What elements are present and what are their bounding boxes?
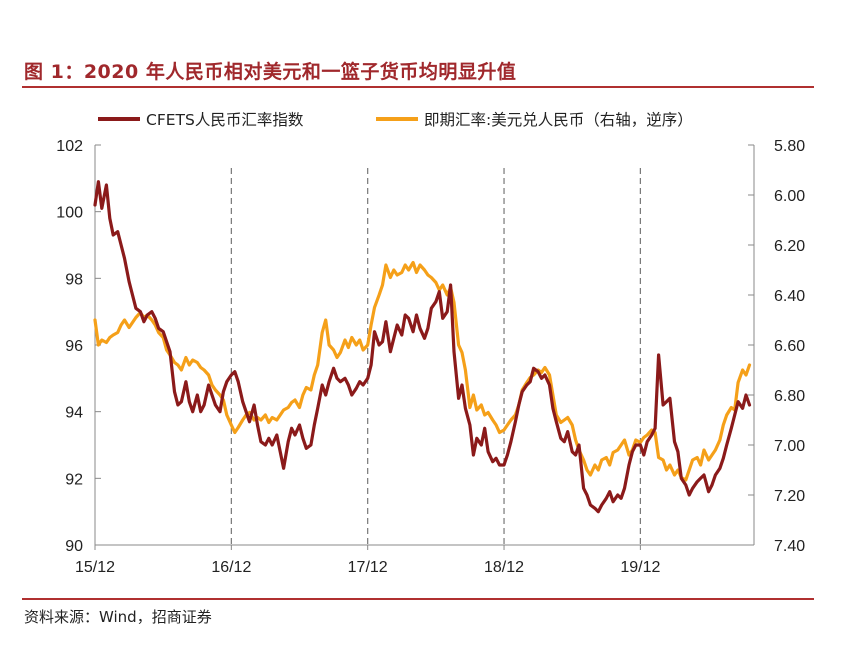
right-y-tick-label: 7.00 [774, 438, 805, 455]
x-tick-label: 15/12 [75, 559, 115, 576]
series-line-usdcny [93, 260, 752, 482]
x-tick-label: 16/12 [211, 559, 251, 576]
x-tick-label: 19/12 [620, 559, 660, 576]
footer-divider [22, 598, 814, 600]
legend-label-usdcny: 即期汇率:美元兑人民币（右轴，逆序） [424, 111, 693, 129]
left-y-tick-label: 102 [56, 138, 83, 155]
left-y-tick-label: 94 [65, 405, 83, 422]
title-divider [22, 86, 814, 88]
left-y-tick-label: 92 [65, 471, 83, 488]
right-y-tick-label: 7.20 [774, 488, 805, 505]
right-y-tick-label: 7.40 [774, 538, 805, 555]
x-tick-label: 18/12 [484, 559, 524, 576]
left-y-tick-label: 98 [65, 271, 83, 288]
right-y-tick-label: 6.80 [774, 388, 805, 405]
year-separator-lines [230, 168, 641, 545]
series-lines [93, 180, 752, 514]
chart-axes: 102 100 98 96 94 92 90 5.80 6.00 6.20 6.40 6.60 6.80… [56, 138, 805, 576]
legend-label-cfets: CFETS人民币汇率指数 [146, 111, 304, 129]
left-y-tick-label: 90 [65, 538, 83, 555]
source-note: 资料来源：Wind，招商证券 [24, 608, 212, 626]
chart-legend: CFETS人民币汇率指数 即期汇率:美元兑人民币（右轴，逆序） [98, 111, 693, 129]
right-y-tick-label: 5.80 [774, 138, 805, 155]
chart-title: 图 1：2020 年人民币相对美元和一篮子货币均明显升值 [24, 61, 517, 83]
left-y-tick-label: 96 [65, 338, 83, 355]
series-line-cfets [93, 180, 752, 514]
right-y-tick-label: 6.60 [774, 338, 805, 355]
right-y-tick-label: 6.40 [774, 288, 805, 305]
left-y-tick-label: 100 [56, 205, 83, 222]
right-y-tick-label: 6.00 [774, 188, 805, 205]
x-tick-label: 17/12 [348, 559, 388, 576]
right-y-tick-label: 6.20 [774, 238, 805, 255]
